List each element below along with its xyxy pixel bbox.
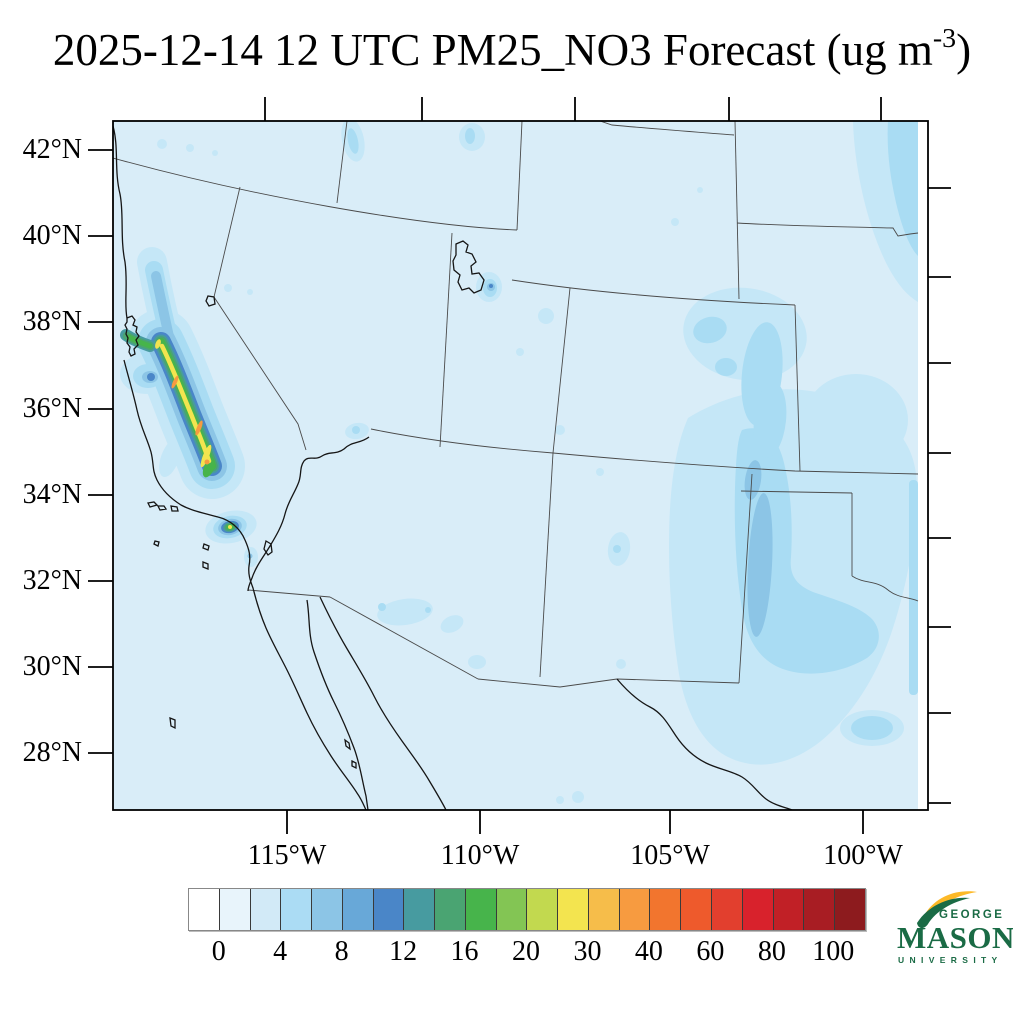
border-mexico-california xyxy=(247,589,331,598)
border-arizona-newmexico xyxy=(539,452,554,678)
lon-label: 110°W xyxy=(440,840,520,871)
sf-bay xyxy=(124,315,140,357)
coastlines xyxy=(113,125,793,810)
border-oklahoma-texas xyxy=(740,490,853,494)
colorbar-cell xyxy=(464,889,496,930)
colorbar-tick-label: 20 xyxy=(512,936,540,967)
lake-tahoe xyxy=(205,295,216,307)
title-suffix: ) xyxy=(956,25,972,75)
colorbar-cell xyxy=(711,889,742,930)
lon-label: 115°W xyxy=(247,840,327,871)
figure-title: 2025-12-14 12 UTC PM25_NO3 Forecast (ug … xyxy=(0,23,1024,76)
colorbar-cell xyxy=(434,889,465,930)
border-nevada-utah xyxy=(439,232,453,448)
lat-label: 28°N xyxy=(22,737,82,768)
logo-george: GEORGE xyxy=(939,909,1004,921)
islands xyxy=(147,501,357,770)
border-41n xyxy=(511,279,796,306)
colorbar-cell xyxy=(189,889,219,930)
border-red-river xyxy=(851,575,919,602)
rio-grande xyxy=(616,678,793,810)
border-mexico-newmexico xyxy=(477,678,618,688)
colorbar-cell xyxy=(495,889,527,930)
gmu-logo: GEORGE MASON U N I V E R S I T Y xyxy=(897,891,1013,965)
salton-sea xyxy=(263,539,273,556)
colorbar-cell xyxy=(649,889,681,930)
colorado-river xyxy=(247,436,370,592)
title-exponent: -3 xyxy=(932,23,957,54)
colorbar-cell xyxy=(741,889,773,930)
lat-label: 30°N xyxy=(22,651,82,682)
border-111w xyxy=(516,121,523,231)
logo-university: U N I V E R S I T Y xyxy=(898,955,999,965)
border-montana xyxy=(599,121,735,136)
colorbar-cell xyxy=(618,889,650,930)
title-main: 2025-12-14 12 UTC PM25_NO3 Forecast (ug … xyxy=(52,25,933,75)
border-california-nevada xyxy=(213,186,307,451)
pollution-plumes xyxy=(120,121,918,804)
lat-label: 40°N xyxy=(22,220,82,251)
colorbar-cell xyxy=(803,889,835,930)
border-utah-colorado xyxy=(552,287,571,454)
map-frame xyxy=(112,120,929,811)
colorbar-cell xyxy=(372,889,404,930)
colorbar-cell xyxy=(557,889,588,930)
colorbar-cell xyxy=(249,889,281,930)
border-42n xyxy=(113,157,518,231)
colorbar-tick-label: 0 xyxy=(211,936,226,967)
border-37n xyxy=(370,428,919,475)
lat-label: 36°N xyxy=(22,393,82,424)
border-mexico-arizona xyxy=(329,596,479,680)
logo-mason: MASON xyxy=(897,920,1013,955)
colorbar-tick-label: 8 xyxy=(334,936,349,967)
colorbar-cell xyxy=(772,889,804,930)
colorbar-cell xyxy=(341,889,373,930)
colorbar-cell xyxy=(526,889,558,930)
border-newmexico-texas-32n xyxy=(616,678,740,684)
border-102w xyxy=(794,304,801,472)
lat-label: 38°N xyxy=(22,306,82,337)
california-baja-coastline xyxy=(123,359,367,810)
axis-ticks xyxy=(88,97,951,834)
colorbar-cell xyxy=(403,889,435,930)
colorbar-cell xyxy=(680,889,712,930)
lat-label: 32°N xyxy=(22,565,82,596)
border-104w xyxy=(734,121,740,300)
domain-edge-strip xyxy=(918,121,928,810)
colorbar-tick-label: 30 xyxy=(573,936,602,967)
lat-label: 34°N xyxy=(22,479,82,510)
lon-label: 105°W xyxy=(630,840,710,871)
colorbar-cell xyxy=(218,889,250,930)
colorbar xyxy=(188,888,866,931)
gulf-california-west-shore xyxy=(306,599,369,810)
border-43n xyxy=(736,222,919,237)
colorbar-tick-label: 60 xyxy=(696,936,725,967)
gulf-california-east-shore xyxy=(319,596,447,810)
lon-label: 100°W xyxy=(823,840,903,871)
pacific-coastline xyxy=(113,125,128,319)
plume-level-orange xyxy=(171,375,210,465)
colorbar-tick-label: 12 xyxy=(389,936,418,967)
colorbar-tick-label: 4 xyxy=(273,936,288,967)
colorbar-cell xyxy=(280,889,312,930)
border-newmexico-texas-103w xyxy=(738,473,753,684)
colorbar-cell xyxy=(311,889,342,930)
plume-level-yellow xyxy=(155,339,232,529)
colorbar-tick-label: 80 xyxy=(757,936,786,967)
border-oregon-idaho xyxy=(336,121,348,204)
logo-swoosh-green xyxy=(917,897,970,929)
colorbar-cell xyxy=(834,889,865,930)
colorbar-tick-label: 40 xyxy=(634,936,663,967)
colorbar-tick-label: 16 xyxy=(450,936,479,967)
great-salt-lake xyxy=(452,240,485,294)
lat-label: 42°N xyxy=(22,134,82,165)
colorbar-tick-label: 100 xyxy=(812,936,855,967)
state-borders xyxy=(113,121,919,688)
colorbar-cell xyxy=(587,889,619,930)
